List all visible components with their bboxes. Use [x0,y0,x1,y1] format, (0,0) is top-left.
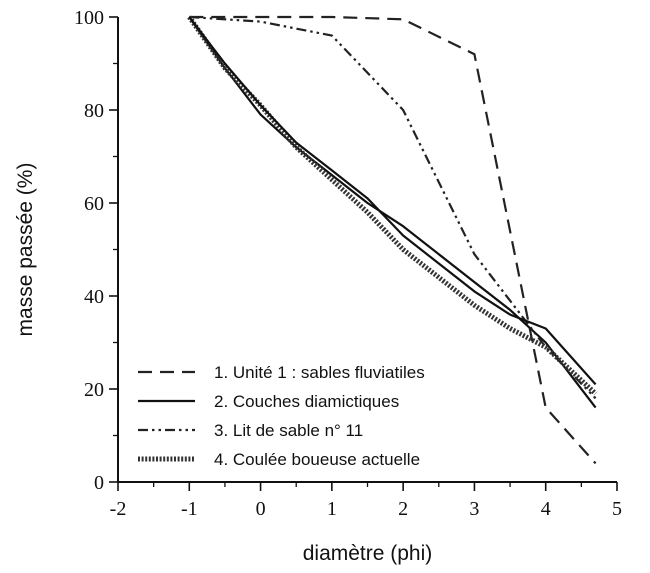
y-tick-label: 80 [84,100,104,122]
legend-label-4: 4. Coulée boueuse actuelle [214,450,420,469]
y-tick-label: 60 [84,193,104,215]
series-line-4 [187,15,598,396]
y-tick-label: 40 [84,286,104,308]
x-axis-title: diamètre (phi) [303,542,433,565]
legend: 1. Unité 1 : sables fluviatiles 2. Couche… [138,363,425,469]
x-tick-label: 4 [541,498,551,520]
x-tick-label: -1 [181,498,198,520]
series-line-1 [189,15,597,465]
series-line-3 [189,15,597,400]
y-tick-label: 100 [74,7,104,29]
series-line-5 [188,16,597,386]
legend-label-1: 1. Unité 1 : sables fluviatiles [214,363,425,382]
y-tick-label: 0 [94,472,104,494]
x-tick-label: -2 [110,498,127,520]
y-tick-label: 20 [84,379,104,401]
x-tick-label: 3 [469,498,479,520]
tick-labels: -2 -1 0 1 2 3 4 5 0 20 40 60 80 100 [74,7,622,520]
x-tick-label: 0 [256,498,266,520]
series-line-2 [188,16,597,409]
legend-label-3: 3. Lit de sable n° 11 [214,421,363,440]
x-tick-label: 1 [327,498,337,520]
y-axis-title: masse passée (%) [14,163,37,337]
tick-marks [109,16,618,491]
x-tick-label: 5 [612,498,622,520]
axes [117,17,617,483]
x-tick-label: 2 [398,498,408,520]
series-lines [187,15,598,465]
legend-label-2: 2. Couches diamictiques [214,392,399,411]
